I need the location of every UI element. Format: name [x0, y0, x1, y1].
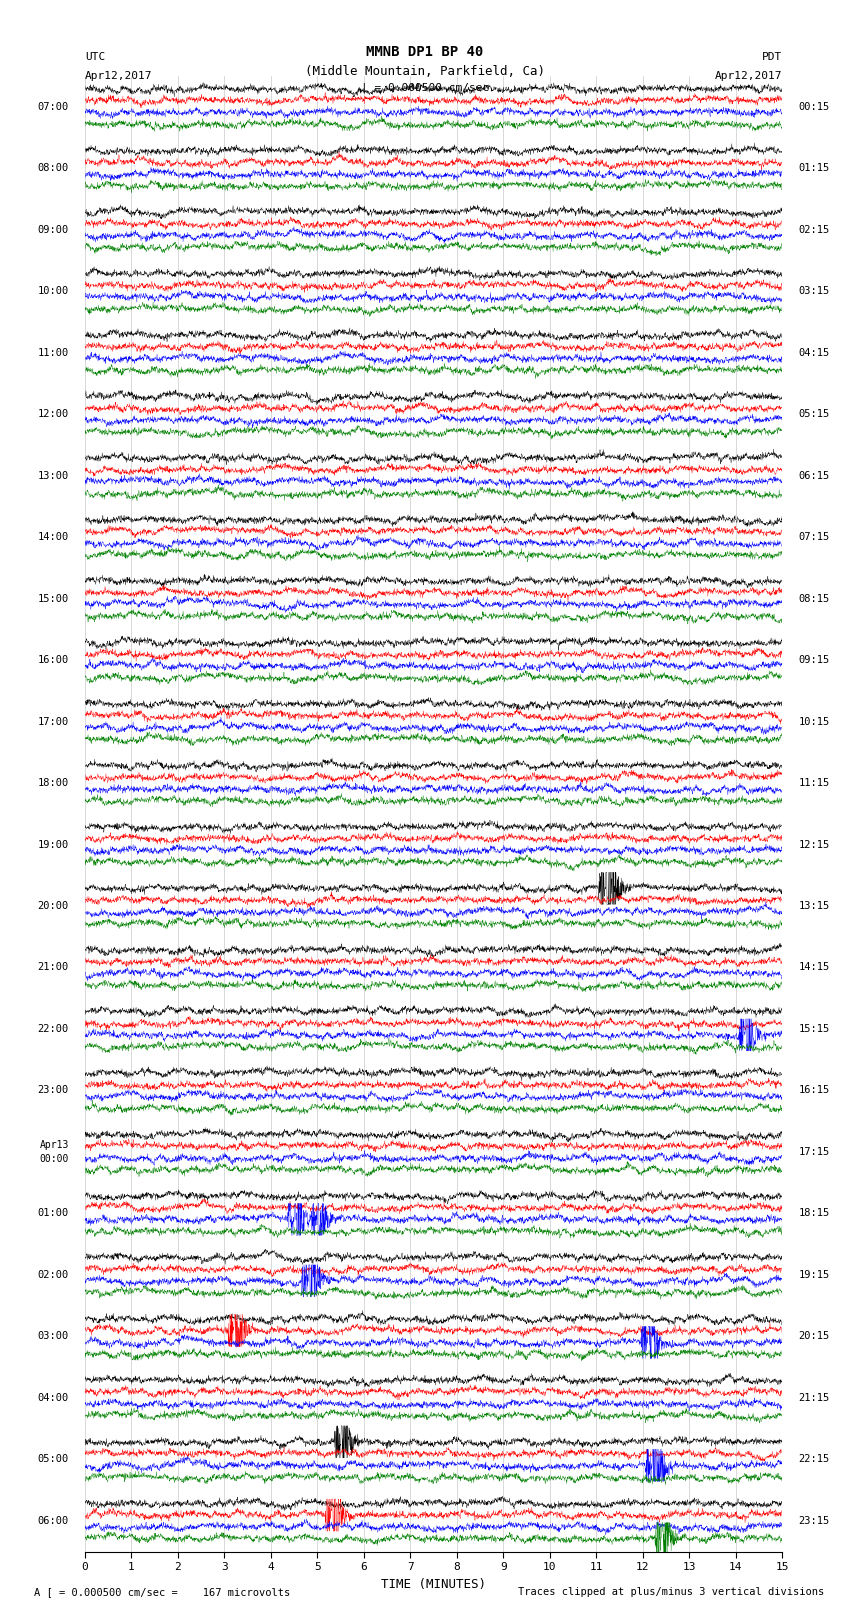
Text: 13:00: 13:00	[37, 471, 69, 481]
Text: 04:15: 04:15	[798, 347, 830, 358]
Text: 12:15: 12:15	[798, 839, 830, 850]
Text: 17:15: 17:15	[798, 1147, 830, 1157]
Text: 05:00: 05:00	[37, 1455, 69, 1465]
Text: 18:15: 18:15	[798, 1208, 830, 1218]
Text: 19:00: 19:00	[37, 839, 69, 850]
Text: 17:00: 17:00	[37, 716, 69, 726]
Text: 19:15: 19:15	[798, 1269, 830, 1281]
Text: 02:15: 02:15	[798, 224, 830, 234]
Text: 15:15: 15:15	[798, 1024, 830, 1034]
Text: 18:00: 18:00	[37, 777, 69, 789]
Text: 03:15: 03:15	[798, 286, 830, 297]
Text: 23:00: 23:00	[37, 1086, 69, 1095]
Text: 14:00: 14:00	[37, 532, 69, 542]
Text: Traces clipped at plus/minus 3 vertical divisions: Traces clipped at plus/minus 3 vertical …	[518, 1587, 824, 1597]
Text: 00:15: 00:15	[798, 102, 830, 111]
Text: Apr13: Apr13	[39, 1140, 69, 1150]
Text: MMNB DP1 BP 40: MMNB DP1 BP 40	[366, 45, 484, 60]
Text: 09:15: 09:15	[798, 655, 830, 665]
X-axis label: TIME (MINUTES): TIME (MINUTES)	[381, 1578, 486, 1590]
Text: 21:00: 21:00	[37, 963, 69, 973]
Text: PDT: PDT	[762, 52, 782, 61]
Text: 15:00: 15:00	[37, 594, 69, 603]
Text: 07:15: 07:15	[798, 532, 830, 542]
Text: 22:15: 22:15	[798, 1455, 830, 1465]
Text: (Middle Mountain, Parkfield, Ca): (Middle Mountain, Parkfield, Ca)	[305, 65, 545, 77]
Text: 20:15: 20:15	[798, 1331, 830, 1342]
Text: 09:00: 09:00	[37, 224, 69, 234]
Text: Apr12,2017: Apr12,2017	[715, 71, 782, 81]
Text: 07:00: 07:00	[37, 102, 69, 111]
Text: 11:15: 11:15	[798, 777, 830, 789]
Text: 14:15: 14:15	[798, 963, 830, 973]
Text: 02:00: 02:00	[37, 1269, 69, 1281]
Text: 12:00: 12:00	[37, 410, 69, 419]
Text: 23:15: 23:15	[798, 1516, 830, 1526]
Text: 11:00: 11:00	[37, 347, 69, 358]
Text: UTC: UTC	[85, 52, 105, 61]
Text: 10:00: 10:00	[37, 286, 69, 297]
Text: 20:00: 20:00	[37, 902, 69, 911]
Text: | = 0.000500 cm/sec: | = 0.000500 cm/sec	[361, 82, 489, 94]
Text: 21:15: 21:15	[798, 1394, 830, 1403]
Text: 22:00: 22:00	[37, 1024, 69, 1034]
Text: 06:00: 06:00	[37, 1516, 69, 1526]
Text: 04:00: 04:00	[37, 1394, 69, 1403]
Text: 16:15: 16:15	[798, 1086, 830, 1095]
Text: 08:00: 08:00	[37, 163, 69, 173]
Text: A [ = 0.000500 cm/sec =    167 microvolts: A [ = 0.000500 cm/sec = 167 microvolts	[34, 1587, 290, 1597]
Text: 13:15: 13:15	[798, 902, 830, 911]
Text: 16:00: 16:00	[37, 655, 69, 665]
Text: 08:15: 08:15	[798, 594, 830, 603]
Text: 03:00: 03:00	[37, 1331, 69, 1342]
Text: 10:15: 10:15	[798, 716, 830, 726]
Text: 01:15: 01:15	[798, 163, 830, 173]
Text: Apr12,2017: Apr12,2017	[85, 71, 152, 81]
Text: 00:00: 00:00	[39, 1153, 69, 1165]
Text: 05:15: 05:15	[798, 410, 830, 419]
Text: 01:00: 01:00	[37, 1208, 69, 1218]
Text: 06:15: 06:15	[798, 471, 830, 481]
